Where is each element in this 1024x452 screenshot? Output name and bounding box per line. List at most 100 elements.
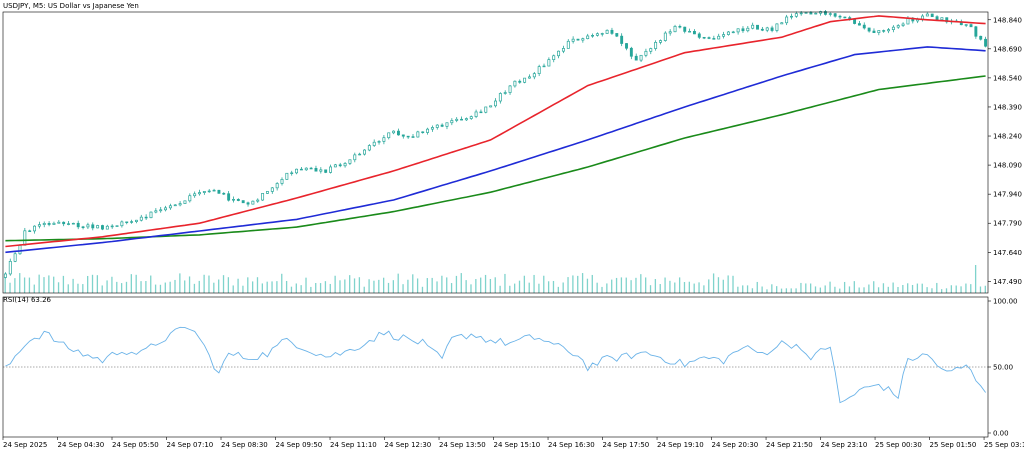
main-panel-frame [2,11,989,294]
volume-bar [897,286,899,293]
candle [57,221,61,224]
volume-bar [984,285,986,293]
volume-bar [489,278,492,293]
candle [445,122,449,127]
candle [290,172,294,175]
candle [251,200,255,205]
price-tick-label: 147.790 [993,220,1022,228]
volume-bar [669,280,671,293]
time-tick-label: 24 Sep 2025 [3,441,47,449]
volume-bar [276,281,278,293]
volume-bar [315,282,317,293]
candle [741,28,745,32]
candle [207,190,211,193]
volume-bar [14,278,16,293]
volume-bar [213,282,215,293]
candle [37,224,41,227]
candle [377,141,381,143]
volume-bar [960,286,962,293]
volume-bar [310,286,312,293]
volume-bar [285,280,288,293]
volume-bar [305,277,307,293]
time-tick-label: 25 Sep 01:50 [930,441,977,449]
price-tick-label: 148.240 [993,133,1022,141]
candle [139,216,143,221]
candle [610,29,614,34]
volume-bar [475,279,477,293]
candle [241,200,245,204]
candle [421,131,425,134]
candle [202,191,206,193]
volume-bar [664,277,666,293]
volume-bar [416,278,419,293]
volume-bar [159,284,162,293]
candles [3,9,988,279]
candle [644,50,648,56]
candle [62,221,66,225]
candle [484,106,488,113]
volume-bar [67,284,69,293]
candle [809,12,813,15]
volume-bar [518,280,521,293]
volume-bar [494,277,496,293]
candle [634,55,638,61]
volume-bar [242,285,244,293]
volume-bar [77,283,79,293]
volume-bar [766,289,768,293]
candle [28,230,32,232]
price-tick-label: 147.490 [993,278,1022,286]
candle [828,13,832,15]
candle [615,33,619,37]
price-tick-label: 148.540 [993,74,1022,82]
volume-bar [771,284,773,293]
time-tick-label: 24 Sep 12:30 [385,441,432,449]
candle [756,24,759,30]
time-tick-label: 24 Sep 16:30 [548,441,595,449]
volume-bar [722,279,724,293]
volume-bar [941,289,943,293]
ma-mid-line [5,46,986,254]
volume-bar [455,275,458,293]
volume-bar [965,283,967,293]
volume-bar [591,274,593,293]
chart-title: USDJPY, M5: US Dollar vs Japanese Yen [3,2,139,10]
candle [649,48,653,52]
candle [532,73,536,78]
volume-bar [712,273,715,293]
candle [824,11,827,15]
candle [901,23,905,26]
volume-bar [863,287,865,293]
candle [440,124,444,127]
candle [353,154,357,161]
volume-bar [761,286,763,293]
volume-bar [53,276,55,293]
volume-bar [324,281,327,293]
volume-bar [392,280,395,293]
candle [862,24,866,29]
volume-bar [256,277,259,293]
volume-bar [649,285,652,293]
candle [149,211,153,219]
candle [479,111,483,114]
candle [765,27,769,31]
volume-bar [562,282,564,293]
candle [299,168,303,171]
candle [794,13,798,17]
candle [285,172,289,180]
volume-bar [387,282,390,293]
volume-bar [693,283,695,293]
candle [494,100,497,107]
candle [101,225,104,230]
candle [81,226,85,228]
volume-bar [858,287,860,293]
candle [760,28,764,31]
candle [503,92,507,94]
candle [338,164,342,167]
volume-bar [106,280,108,293]
candle [673,26,677,33]
candle [455,118,459,121]
volume-bar [266,281,268,293]
volume-bar [271,281,273,293]
volume-bar [601,286,603,293]
